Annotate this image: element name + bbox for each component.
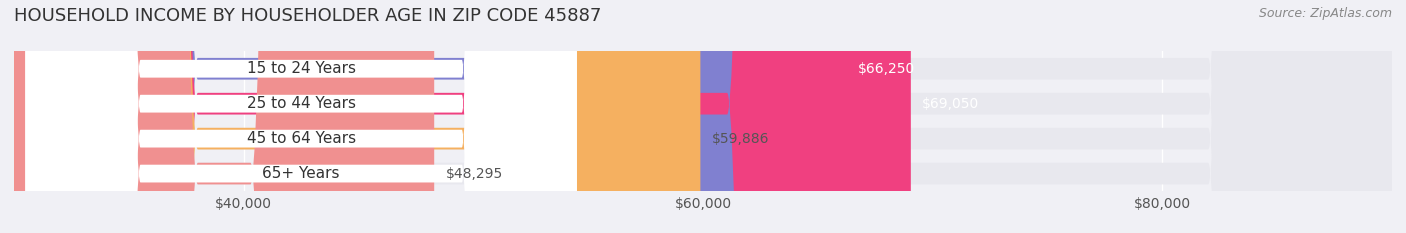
Text: $48,295: $48,295 — [446, 167, 503, 181]
Text: $66,250: $66,250 — [858, 62, 915, 76]
Text: HOUSEHOLD INCOME BY HOUSEHOLDER AGE IN ZIP CODE 45887: HOUSEHOLD INCOME BY HOUSEHOLDER AGE IN Z… — [14, 7, 602, 25]
FancyBboxPatch shape — [14, 0, 1392, 233]
Text: $59,886: $59,886 — [711, 132, 769, 146]
Text: 15 to 24 Years: 15 to 24 Years — [246, 61, 356, 76]
FancyBboxPatch shape — [14, 0, 434, 233]
FancyBboxPatch shape — [25, 0, 576, 233]
Text: 45 to 64 Years: 45 to 64 Years — [246, 131, 356, 146]
FancyBboxPatch shape — [25, 0, 576, 233]
FancyBboxPatch shape — [14, 0, 700, 233]
Text: $69,050: $69,050 — [922, 97, 980, 111]
FancyBboxPatch shape — [14, 0, 846, 233]
Text: 65+ Years: 65+ Years — [263, 166, 340, 181]
FancyBboxPatch shape — [25, 0, 576, 233]
FancyBboxPatch shape — [25, 0, 576, 233]
FancyBboxPatch shape — [14, 0, 1392, 233]
Text: Source: ZipAtlas.com: Source: ZipAtlas.com — [1258, 7, 1392, 20]
FancyBboxPatch shape — [14, 0, 1392, 233]
FancyBboxPatch shape — [14, 0, 1392, 233]
FancyBboxPatch shape — [14, 0, 911, 233]
Text: 25 to 44 Years: 25 to 44 Years — [246, 96, 356, 111]
